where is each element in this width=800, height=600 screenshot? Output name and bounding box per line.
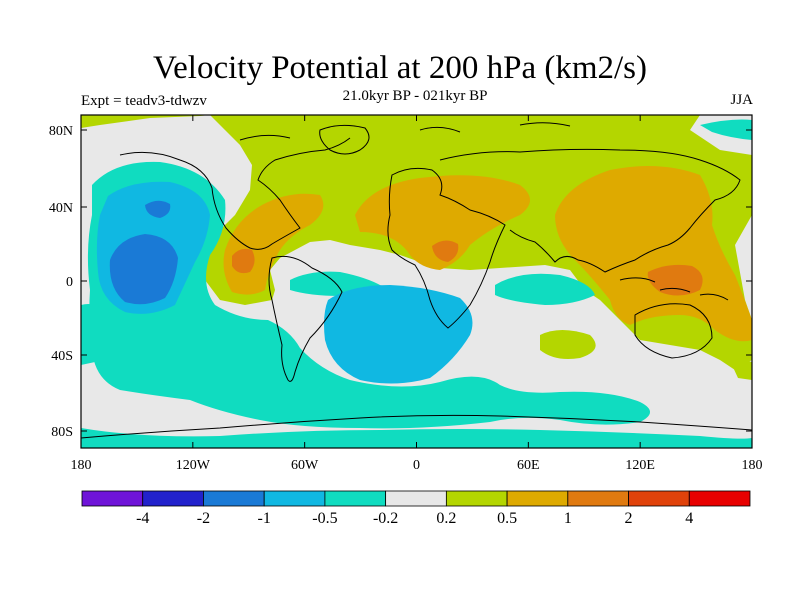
colorbar-swatch	[385, 490, 447, 507]
x-tick-label: 60W	[291, 458, 319, 473]
strong-negative-pacific-small	[145, 200, 171, 218]
coastline-australia	[634, 303, 713, 359]
x-tick-label: 120E	[625, 458, 655, 473]
positive-region-east-pacific	[732, 361, 752, 380]
colorbar-swatch	[203, 490, 265, 507]
colorbar-label: -2	[197, 510, 210, 527]
coastline-antarctica	[81, 414, 752, 439]
y-axis: 80N 40N 0 40S 80S	[49, 124, 752, 440]
colorbar-label: 0.2	[436, 510, 456, 527]
x-tick-label: 180	[71, 458, 92, 473]
y-tick-label: 40N	[49, 201, 73, 216]
negative-region-west-edge	[81, 304, 111, 365]
colorbar-label: -4	[136, 510, 149, 527]
y-tick-label: 40S	[51, 349, 73, 364]
x-tick-label: 60E	[517, 458, 540, 473]
strong-negative-pacific	[109, 234, 178, 305]
coastlines	[81, 122, 752, 439]
coastline-south-america	[268, 255, 343, 382]
chart-subtitle: 21.0kyr BP - 021kyr BP	[342, 88, 488, 104]
positive-core-asia	[555, 166, 752, 342]
colorbar-swatch	[445, 490, 508, 507]
chart-title: Velocity Potential at 200 hPa (km2/s)	[152, 50, 648, 86]
positive-region-indian-small	[540, 330, 596, 359]
colorbar-swatch	[142, 490, 204, 507]
x-tick-label: 180	[742, 458, 763, 473]
colorbar-swatch	[263, 490, 326, 507]
negative-core-atlantic	[324, 285, 473, 384]
strong-positive-africa	[432, 240, 459, 262]
colorbar: -4 -2 -1 -0.5 -0.2 0.2 0.5 1 2 4	[81, 490, 751, 527]
colorbar-swatch	[567, 490, 629, 507]
colorbar-label: -1	[258, 510, 271, 527]
colorbar-label: 2	[625, 510, 633, 527]
colorbar-swatch	[688, 490, 751, 507]
coastline-asia	[439, 148, 741, 273]
experiment-label: Expt = teadv3-tdwzv	[81, 93, 207, 109]
colorbar-label: 1	[564, 510, 572, 527]
strong-positive-asia	[647, 264, 703, 296]
coastline-north-america	[119, 137, 351, 250]
negative-region-pacific	[87, 161, 650, 429]
colorbar-swatch	[324, 490, 387, 507]
coastline-europe-africa	[387, 167, 506, 329]
positive-core-africa	[355, 175, 530, 270]
colorbar-label: -0.2	[373, 510, 398, 527]
negative-region-indian	[495, 273, 595, 305]
colorbar-swatch	[628, 490, 690, 507]
strong-positive-america	[232, 248, 255, 274]
negative-region-south-band	[81, 428, 752, 448]
season-label: JJA	[730, 92, 753, 108]
colorbar-swatch	[81, 490, 144, 507]
contour-field	[81, 115, 752, 448]
x-tick-label: 120W	[176, 458, 211, 473]
y-tick-label: 80N	[49, 124, 73, 139]
colorbar-label: 0.5	[497, 510, 517, 527]
positive-region-northpole	[81, 115, 210, 128]
y-tick-label: 80S	[51, 425, 73, 440]
coastline-indonesia	[619, 277, 729, 301]
coastline-arctic-islands	[239, 122, 571, 141]
y-tick-label: 0	[66, 275, 73, 290]
colorbar-label: 4	[685, 510, 693, 527]
colorbar-swatch	[506, 490, 569, 507]
x-tick-label: 0	[413, 458, 420, 473]
coastline-greenland	[319, 124, 370, 155]
colorbar-label: -0.5	[312, 510, 337, 527]
x-axis: 180 120W 60W 0 60E 120E 180	[71, 115, 763, 473]
negative-region-northwest	[700, 119, 752, 140]
